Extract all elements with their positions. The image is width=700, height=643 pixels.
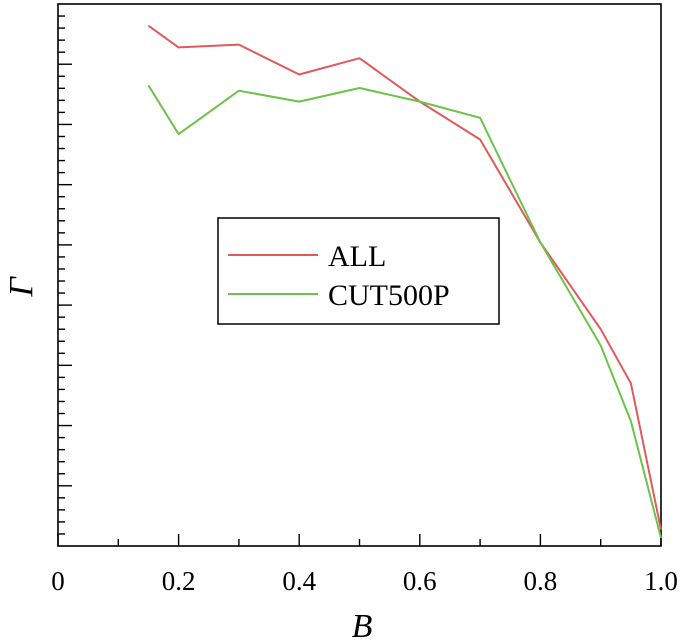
x-tick-label: 0.8 [524,566,558,596]
x-axis-ticks [57,534,662,546]
legend-box [217,217,500,325]
series-line-cut500p [147,84,662,539]
legend: ALL CUT500P [217,217,500,325]
series-lines [147,24,662,539]
x-tick-label: 1.0 [644,566,678,596]
x-axis-title: B [352,608,373,643]
x-tick-label: 0.4 [282,566,316,596]
x-tick-label: 0.2 [162,566,196,596]
x-axis-tick-labels: 0 0.2 0.4 0.6 0.8 1.0 [51,566,678,596]
y-axis-ticks [58,15,72,535]
x-tick-label: 0 [51,566,65,596]
y-axis-title: Γ [3,276,40,298]
legend-label-cut500p: CUT500P [328,279,450,312]
legend-label-all: ALL [328,240,386,273]
x-tick-label: 0.6 [403,566,437,596]
